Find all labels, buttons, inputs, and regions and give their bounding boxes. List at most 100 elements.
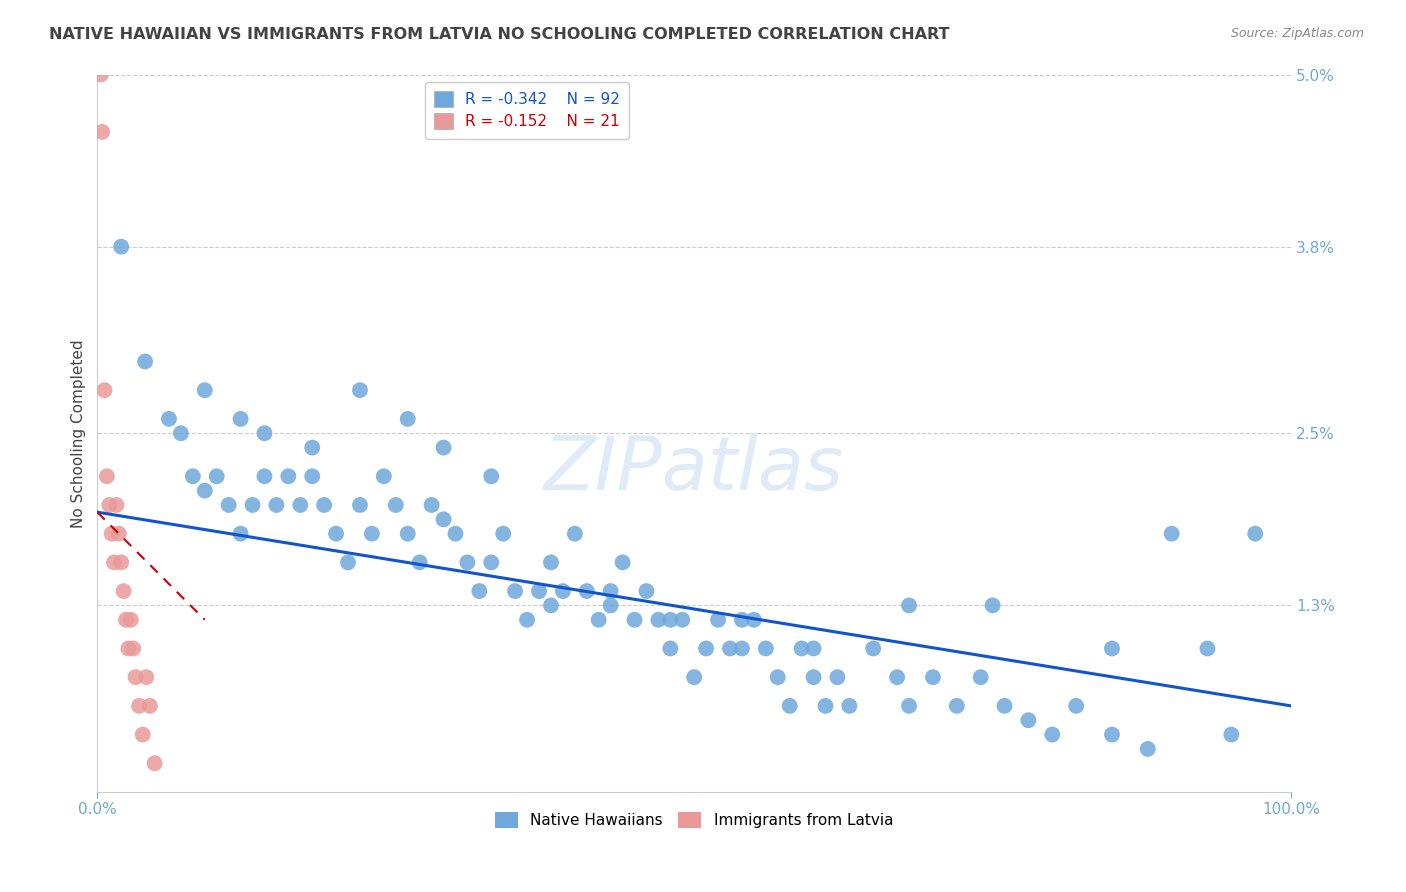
Text: Source: ZipAtlas.com: Source: ZipAtlas.com: [1230, 27, 1364, 40]
Point: [373, 469, 395, 483]
Point: [766, 670, 789, 684]
Point: [96, 469, 118, 483]
Point: [827, 670, 849, 684]
Point: [170, 426, 193, 441]
Point: [898, 599, 921, 613]
Point: [181, 469, 204, 483]
Point: [564, 526, 586, 541]
Point: [886, 670, 908, 684]
Point: [361, 526, 384, 541]
Point: [253, 469, 276, 483]
Point: [779, 698, 801, 713]
Point: [838, 698, 860, 713]
Point: [139, 698, 162, 713]
Point: [1244, 526, 1267, 541]
Point: [479, 555, 502, 569]
Point: [396, 526, 419, 541]
Text: NATIVE HAWAIIAN VS IMMIGRANTS FROM LATVIA NO SCHOOLING COMPLETED CORRELATION CHA: NATIVE HAWAIIAN VS IMMIGRANTS FROM LATVI…: [49, 27, 949, 42]
Point: [623, 613, 645, 627]
Point: [108, 526, 131, 541]
Point: [117, 641, 139, 656]
Point: [132, 728, 155, 742]
Point: [803, 670, 825, 684]
Point: [671, 613, 693, 627]
Point: [205, 469, 228, 483]
Point: [314, 498, 336, 512]
Point: [599, 584, 621, 599]
Point: [636, 584, 658, 599]
Point: [993, 698, 1015, 713]
Point: [444, 526, 467, 541]
Text: ZIPatlas: ZIPatlas: [544, 434, 844, 505]
Point: [1040, 728, 1063, 742]
Point: [124, 670, 146, 684]
Point: [229, 412, 252, 426]
Point: [98, 498, 121, 512]
Point: [194, 383, 217, 397]
Point: [120, 613, 142, 627]
Point: [135, 670, 157, 684]
Point: [599, 599, 621, 613]
Point: [1160, 526, 1182, 541]
Point: [612, 555, 634, 569]
Point: [898, 698, 921, 713]
Point: [659, 641, 682, 656]
Point: [468, 584, 491, 599]
Point: [731, 613, 754, 627]
Point: [718, 641, 741, 656]
Point: [803, 641, 825, 656]
Point: [396, 412, 419, 426]
Point: [647, 613, 669, 627]
Point: [253, 426, 276, 441]
Point: [301, 441, 323, 455]
Point: [110, 555, 132, 569]
Point: [814, 698, 837, 713]
Point: [93, 383, 115, 397]
Point: [575, 584, 598, 599]
Point: [551, 584, 574, 599]
Point: [103, 555, 125, 569]
Point: [349, 498, 371, 512]
Point: [790, 641, 813, 656]
Point: [492, 526, 515, 541]
Point: [1136, 742, 1159, 756]
Point: [479, 469, 502, 483]
Point: [110, 240, 132, 254]
Point: [1101, 728, 1123, 742]
Point: [122, 641, 145, 656]
Point: [516, 613, 538, 627]
Point: [408, 555, 430, 569]
Point: [922, 670, 945, 684]
Point: [229, 526, 252, 541]
Point: [325, 526, 347, 541]
Point: [115, 613, 138, 627]
Point: [862, 641, 884, 656]
Point: [742, 613, 765, 627]
Point: [105, 498, 128, 512]
Point: [1064, 698, 1087, 713]
Point: [266, 498, 288, 512]
Point: [456, 555, 478, 569]
Point: [301, 469, 323, 483]
Point: [755, 641, 778, 656]
Point: [384, 498, 406, 512]
Point: [420, 498, 443, 512]
Point: [1101, 641, 1123, 656]
Point: [588, 613, 610, 627]
Point: [540, 555, 562, 569]
Point: [134, 354, 156, 368]
Point: [349, 383, 371, 397]
Point: [731, 641, 754, 656]
Point: [527, 584, 550, 599]
Point: [112, 584, 135, 599]
Point: [157, 412, 180, 426]
Point: [540, 599, 562, 613]
Point: [91, 125, 114, 139]
Point: [683, 670, 706, 684]
Point: [100, 526, 122, 541]
Point: [432, 512, 454, 526]
Point: [90, 68, 112, 82]
Point: [143, 756, 166, 771]
Point: [194, 483, 217, 498]
Point: [337, 555, 360, 569]
